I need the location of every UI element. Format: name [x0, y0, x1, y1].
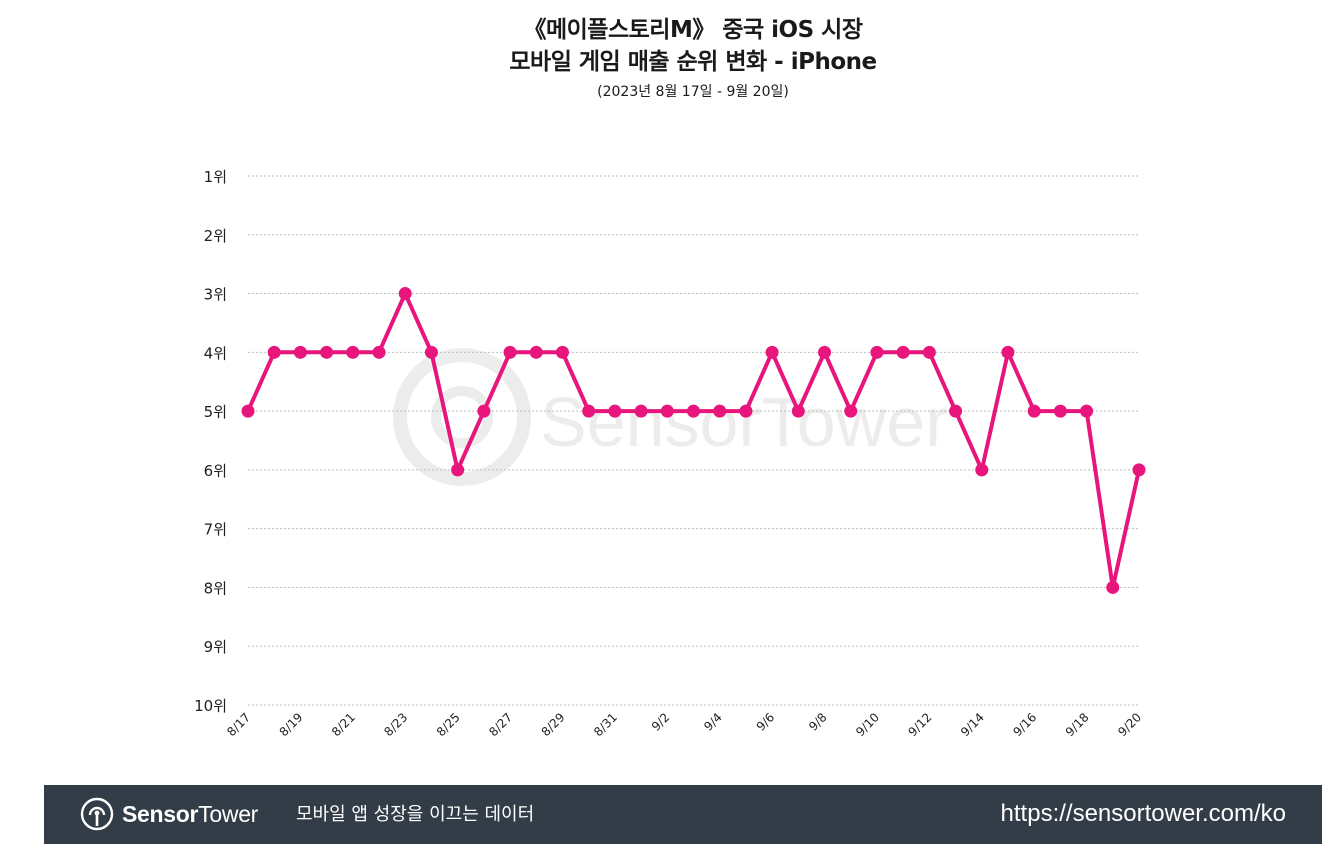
x-tick-label: 9/20	[1115, 710, 1144, 739]
data-point[interactable]	[1132, 463, 1146, 477]
data-point[interactable]	[844, 404, 858, 418]
data-point[interactable]	[1106, 580, 1120, 594]
data-point[interactable]	[660, 404, 674, 418]
x-tick-label: 8/21	[329, 710, 358, 739]
watermark: SensorTower	[393, 348, 949, 486]
data-point[interactable]	[582, 404, 596, 418]
x-tick-label: 9/8	[806, 710, 830, 734]
data-point[interactable]	[1080, 404, 1094, 418]
data-point[interactable]	[870, 345, 884, 359]
footer-tagline: 모바일 앱 성장을 이끄는 데이터	[296, 804, 535, 825]
x-tick-label: 8/23	[381, 710, 410, 739]
data-point[interactable]	[949, 404, 963, 418]
brand-name-bold: Sensor	[122, 800, 199, 827]
y-tick-label: 7위	[204, 521, 227, 539]
y-tick-label: 8위	[204, 579, 227, 597]
x-tick-label: 9/14	[958, 710, 987, 739]
sensortower-logo-icon	[80, 797, 114, 831]
data-point[interactable]	[896, 345, 910, 359]
data-point[interactable]	[922, 345, 936, 359]
data-point[interactable]	[634, 404, 648, 418]
x-tick-label: 9/16	[1010, 710, 1039, 739]
brand-name: SensorTower	[122, 801, 258, 828]
x-axis-ticks: 8/17 8/19 8/21 8/23 8/25 8/27 8/29 8/31 9/2 9/4 9/…	[224, 710, 1144, 739]
x-tick-label: 8/31	[591, 710, 620, 739]
chart-title-line2: 모바일 게임 매출 순위 변화 - iPhone	[509, 49, 877, 75]
data-point[interactable]	[791, 404, 805, 418]
x-tick-label: 9/6	[754, 710, 778, 734]
series-group	[241, 287, 1146, 594]
chart-subtitle: (2023년 8월 17일 - 9월 20일)	[597, 84, 789, 100]
data-point[interactable]	[398, 287, 412, 301]
brand-logo[interactable]: SensorTower	[80, 797, 258, 831]
y-tick-label: 4위	[204, 344, 227, 362]
data-point[interactable]	[346, 345, 360, 359]
data-point[interactable]	[424, 345, 438, 359]
x-tick-label: 9/10	[853, 710, 882, 739]
x-tick-label: 8/29	[539, 710, 568, 739]
x-tick-label: 9/2	[649, 710, 673, 734]
data-point[interactable]	[372, 345, 386, 359]
data-point[interactable]	[293, 345, 307, 359]
data-point[interactable]	[555, 345, 569, 359]
y-tick-label: 1위	[204, 168, 227, 186]
x-tick-label: 8/25	[434, 710, 463, 739]
data-point[interactable]	[818, 345, 832, 359]
chart-title-block: 《메이플스토리M》 중국 iOS 시장 모바일 게임 매출 순위 변화 - iP…	[0, 14, 1332, 104]
footer-url[interactable]: https://sensortower.com/ko	[1000, 800, 1286, 827]
chart-title: 《메이플스토리M》 중국 iOS 시장	[523, 17, 863, 43]
data-point[interactable]	[241, 404, 255, 418]
y-tick-label: 6위	[204, 462, 227, 480]
x-tick-label: 9/4	[701, 710, 725, 734]
data-point[interactable]	[713, 404, 727, 418]
data-point[interactable]	[975, 463, 989, 477]
data-point[interactable]	[1027, 404, 1041, 418]
watermark-text: SensorTower	[540, 383, 949, 461]
data-point[interactable]	[687, 404, 700, 418]
x-tick-label: 8/27	[486, 710, 515, 739]
x-tick-label: 9/18	[1063, 710, 1092, 739]
y-tick-label: 2위	[204, 227, 227, 245]
footer-bar: SensorTower 모바일 앱 성장을 이끄는 데이터 https://se…	[44, 785, 1322, 844]
data-point[interactable]	[765, 345, 779, 359]
data-point[interactable]	[451, 463, 465, 477]
x-tick-label: 8/19	[277, 710, 306, 739]
y-tick-label: 9위	[204, 638, 227, 656]
brand-name-light: Tower	[198, 800, 259, 827]
y-tick-label: 3위	[204, 286, 227, 304]
data-point[interactable]	[1001, 345, 1015, 359]
data-point[interactable]	[739, 404, 753, 418]
data-point[interactable]	[267, 345, 281, 359]
y-tick-label: 5위	[204, 403, 227, 421]
y-axis-ticks: 1위 2위 3위 4위 5위 6위 7위 8위 9위 10위	[194, 168, 227, 715]
data-point[interactable]	[1053, 404, 1067, 418]
data-point[interactable]	[529, 345, 543, 359]
x-tick-label: 8/17	[224, 710, 253, 739]
data-point[interactable]	[503, 345, 517, 359]
data-point[interactable]	[608, 404, 622, 418]
x-tick-label: 9/12	[906, 710, 935, 739]
data-point[interactable]	[320, 345, 334, 359]
y-tick-label: 10위	[194, 697, 227, 715]
data-point[interactable]	[477, 404, 491, 418]
